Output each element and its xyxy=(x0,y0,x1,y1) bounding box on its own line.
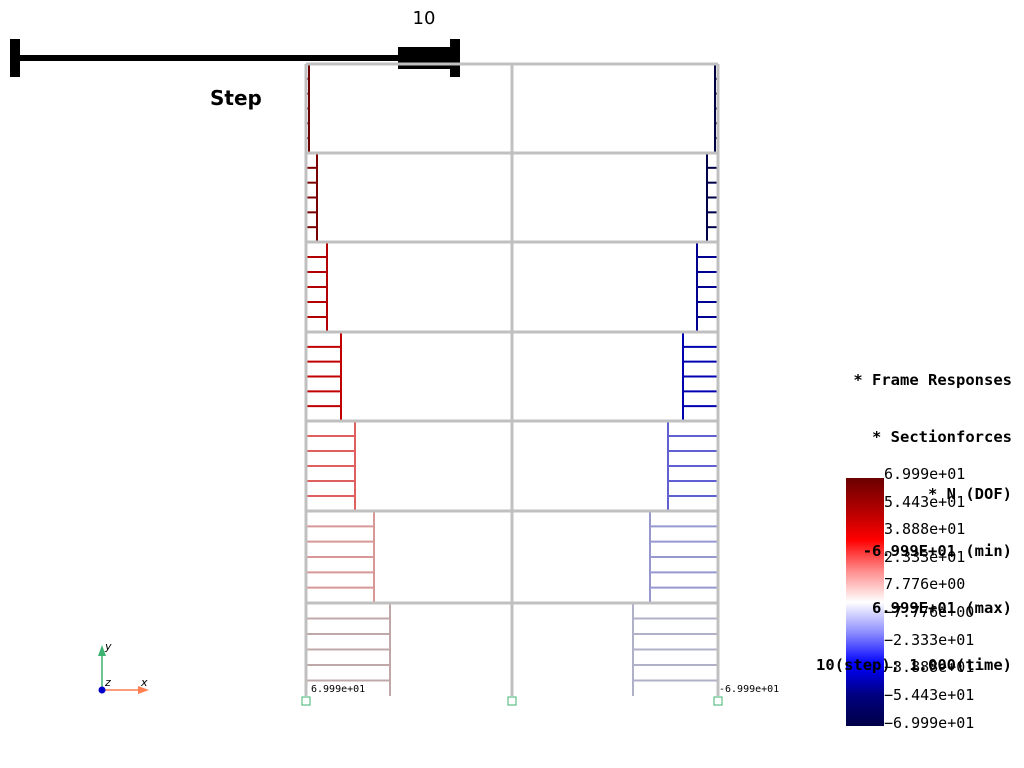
left-story-diagram xyxy=(305,603,391,696)
info-line: 10(step); 1.000(time) xyxy=(816,656,1012,674)
left-story-diagram xyxy=(305,242,328,332)
z-axis-dot xyxy=(98,686,106,694)
y-axis-label: y xyxy=(105,640,112,653)
colorbar-label: 7.776e+00 xyxy=(884,575,966,593)
support-node xyxy=(507,696,517,706)
info-panel: * Frame Responses * Sectionforces * N (D… xyxy=(816,333,1012,713)
left-story-diagram xyxy=(305,332,342,421)
colorbar-label: −2.333e+01 xyxy=(884,631,975,649)
colorbar-label: −7.776e+00 xyxy=(884,603,975,621)
frame-structure xyxy=(304,62,720,696)
info-line: * N (DOF) xyxy=(928,485,1012,503)
x-axis-arrow xyxy=(138,686,149,694)
support-node xyxy=(301,696,311,706)
z-axis-label: z xyxy=(105,676,111,689)
right-story-diagram xyxy=(667,421,719,511)
right-story-diagram xyxy=(682,332,719,421)
right-story-diagram xyxy=(706,153,719,242)
y-axis-arrow xyxy=(98,645,106,656)
info-line: -6.999E+01 (min) xyxy=(862,542,1012,560)
left-story-diagram xyxy=(305,511,375,603)
x-axis-label: x xyxy=(141,676,148,689)
slider-label: Step xyxy=(210,86,262,110)
colorbar-label: −3.888e+01 xyxy=(884,658,975,676)
slider-left-cap xyxy=(10,39,20,77)
right-story-diagram xyxy=(696,242,719,332)
left-story-diagram xyxy=(305,421,356,511)
step-slider[interactable] xyxy=(10,39,460,77)
slider-value: 10 xyxy=(412,8,436,29)
colorbar xyxy=(846,478,884,726)
right-story-diagram xyxy=(632,603,719,696)
support-node xyxy=(713,696,723,706)
colorbar-label: −5.443e+01 xyxy=(884,686,975,704)
slider-handle[interactable] xyxy=(398,47,450,69)
slider-right-cap xyxy=(450,39,460,77)
axes-triad xyxy=(98,645,149,694)
colorbar-label: 2.333e+01 xyxy=(884,548,966,566)
colorbar-label: 5.443e+01 xyxy=(884,493,966,511)
colorbar-label: 6.999e+01 xyxy=(884,465,966,483)
right-story-diagram xyxy=(649,511,719,603)
colorbar-label: −6.999e+01 xyxy=(884,714,975,732)
slider-track[interactable] xyxy=(15,55,455,61)
supports xyxy=(301,696,723,706)
left-end-value: 6.999e+01 xyxy=(311,684,366,695)
info-line: * Sectionforces xyxy=(872,428,1012,446)
left-story-diagram xyxy=(305,153,318,242)
info-line: 6.999E+01 (max) xyxy=(872,599,1012,617)
colorbar-label: 3.888e+01 xyxy=(884,520,966,538)
right-end-value: -6.999e+01 xyxy=(719,684,780,695)
info-line: * Frame Responses xyxy=(853,371,1012,389)
